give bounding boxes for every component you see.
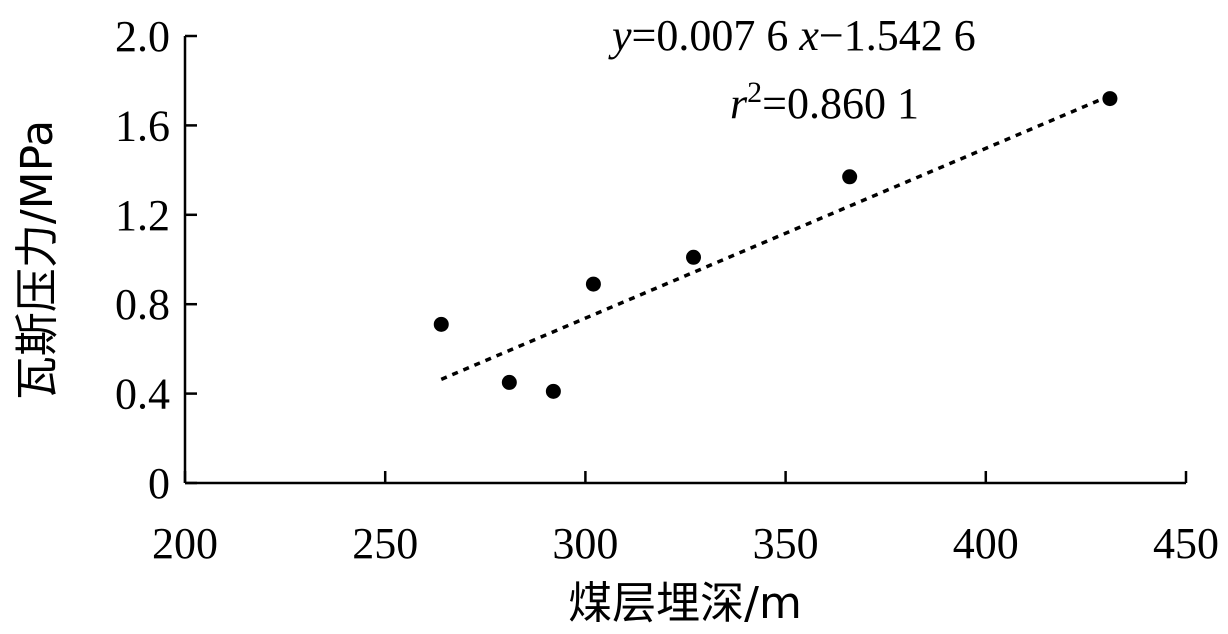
tick-marks [183,34,1188,485]
y-tick-label: 1.2 [115,191,170,240]
data-point [585,276,601,292]
y-axis-title: 瓦斯压力/MPa [12,120,63,400]
x-tick-label: 250 [352,519,418,568]
y-tick-label: 1.6 [115,101,170,150]
data-point [545,383,561,399]
data-point [842,169,858,185]
eq-slope: =0.007 6 [632,11,800,60]
axes [183,36,1186,485]
data-points [433,91,1118,399]
data-point [686,249,702,265]
data-point [433,316,449,332]
eq-x-symbol: x [798,11,819,60]
r-superscript: 2 [747,76,762,109]
eq-y-symbol: y [608,11,632,60]
x-tick-label: 400 [953,519,1019,568]
x-tick-label: 300 [552,519,618,568]
x-tick-label: 350 [753,519,819,568]
data-point [501,374,517,390]
trendline-group [440,94,1111,381]
eq-intercept: −1.542 6 [819,11,976,60]
y-tick-label: 2.0 [115,12,170,61]
data-point [1102,91,1118,107]
tick-labels: 200 250 300 350 400 450 0 0.4 0.8 1.2 1.6 2.0 [115,12,1219,568]
regression-equation: y=0.007 6 x−1.542 6 [608,11,976,60]
y-tick-label: 0 [148,459,170,508]
r-symbol: r [730,79,748,128]
x-tick-label: 450 [1153,519,1219,568]
r-squared-value: =0.860 1 [762,79,919,128]
trendline [440,94,1111,381]
x-axis-title: 煤层埋深/m [568,578,802,629]
y-tick-label: 0.4 [115,370,170,419]
r-squared-annotation: r2=0.860 1 [730,76,919,128]
y-tick-label: 0.8 [115,280,170,329]
x-tick-label: 200 [152,519,218,568]
